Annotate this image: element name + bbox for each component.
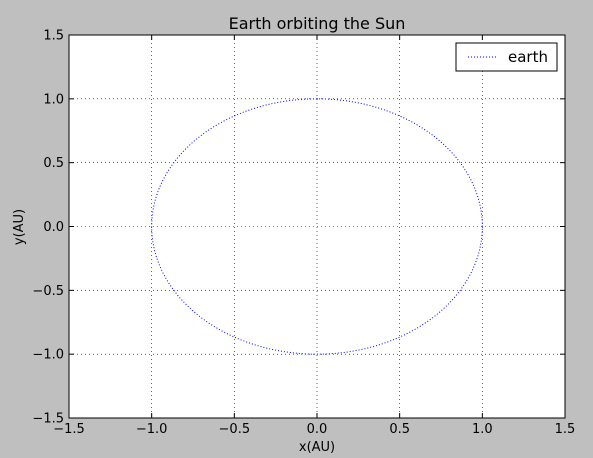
legend-box xyxy=(455,42,558,72)
legend-label-earth: earth xyxy=(508,48,548,66)
x-tick-label: −1.5 xyxy=(53,422,85,437)
x-tick-label: 0.0 xyxy=(307,422,328,437)
legend: earth xyxy=(455,42,558,72)
x-tick-label: −1.0 xyxy=(136,422,168,437)
x-tick-label: 0.5 xyxy=(389,422,410,437)
y-tick-label: 1.0 xyxy=(43,92,64,107)
x-tick-label: −0.5 xyxy=(219,422,251,437)
x-tick-label: 1.5 xyxy=(555,422,576,437)
axis-ticks xyxy=(68,34,566,419)
y-axis-label: y(AU) xyxy=(12,209,27,245)
y-tick-label: −1.5 xyxy=(32,412,64,427)
x-tick-label: 1.0 xyxy=(472,422,493,437)
chart-title: Earth orbiting the Sun xyxy=(229,14,406,33)
y-tick-label: 0.5 xyxy=(43,156,64,171)
y-tick-label: 1.5 xyxy=(43,29,64,44)
tick-labels: −1.5 −1.0 −0.5 0.0 0.5 1.0 1.5 −1.5 −1.0 −0.5 0.0 0… xyxy=(32,29,575,438)
y-tick-label: 0.0 xyxy=(43,220,64,235)
y-tick-label: −1.0 xyxy=(32,348,64,363)
x-axis-label: x(AU) xyxy=(299,440,335,455)
series-line-earth xyxy=(151,98,483,355)
y-tick-label: −0.5 xyxy=(32,284,64,299)
series-layer xyxy=(151,98,483,355)
